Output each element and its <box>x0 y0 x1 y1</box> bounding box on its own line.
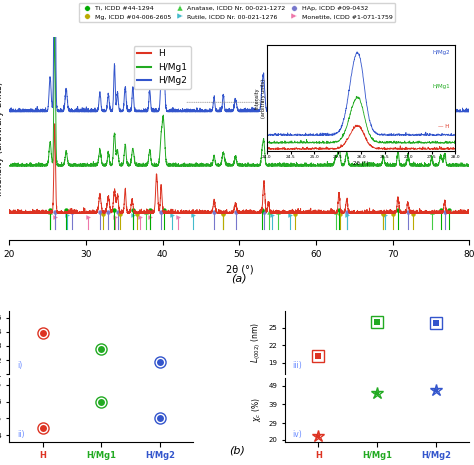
Text: ii): ii) <box>17 430 24 438</box>
Text: iv): iv) <box>293 430 302 438</box>
Text: (a): (a) <box>232 273 247 283</box>
Legend: H, H/Mg1, H/Mg2: H, H/Mg1, H/Mg2 <box>134 46 191 89</box>
Y-axis label: $\chi_c$ (%): $\chi_c$ (%) <box>250 398 263 422</box>
Text: (b): (b) <box>229 445 245 455</box>
X-axis label: 2θ (°): 2θ (°) <box>226 265 253 275</box>
Y-axis label: $L_{(002)}$ (nm): $L_{(002)}$ (nm) <box>249 322 263 363</box>
Y-axis label: Intensity (arbitrary units): Intensity (arbitrary units) <box>0 82 4 196</box>
Text: iii): iii) <box>293 361 302 370</box>
Text: i): i) <box>17 361 22 370</box>
Legend: Ti, ICDD #44-1294, Mg, ICDD #04-006-2605, Anatase, ICDD Nr. 00-021-1272, Rutile,: Ti, ICDD #44-1294, Mg, ICDD #04-006-2605… <box>79 3 395 22</box>
